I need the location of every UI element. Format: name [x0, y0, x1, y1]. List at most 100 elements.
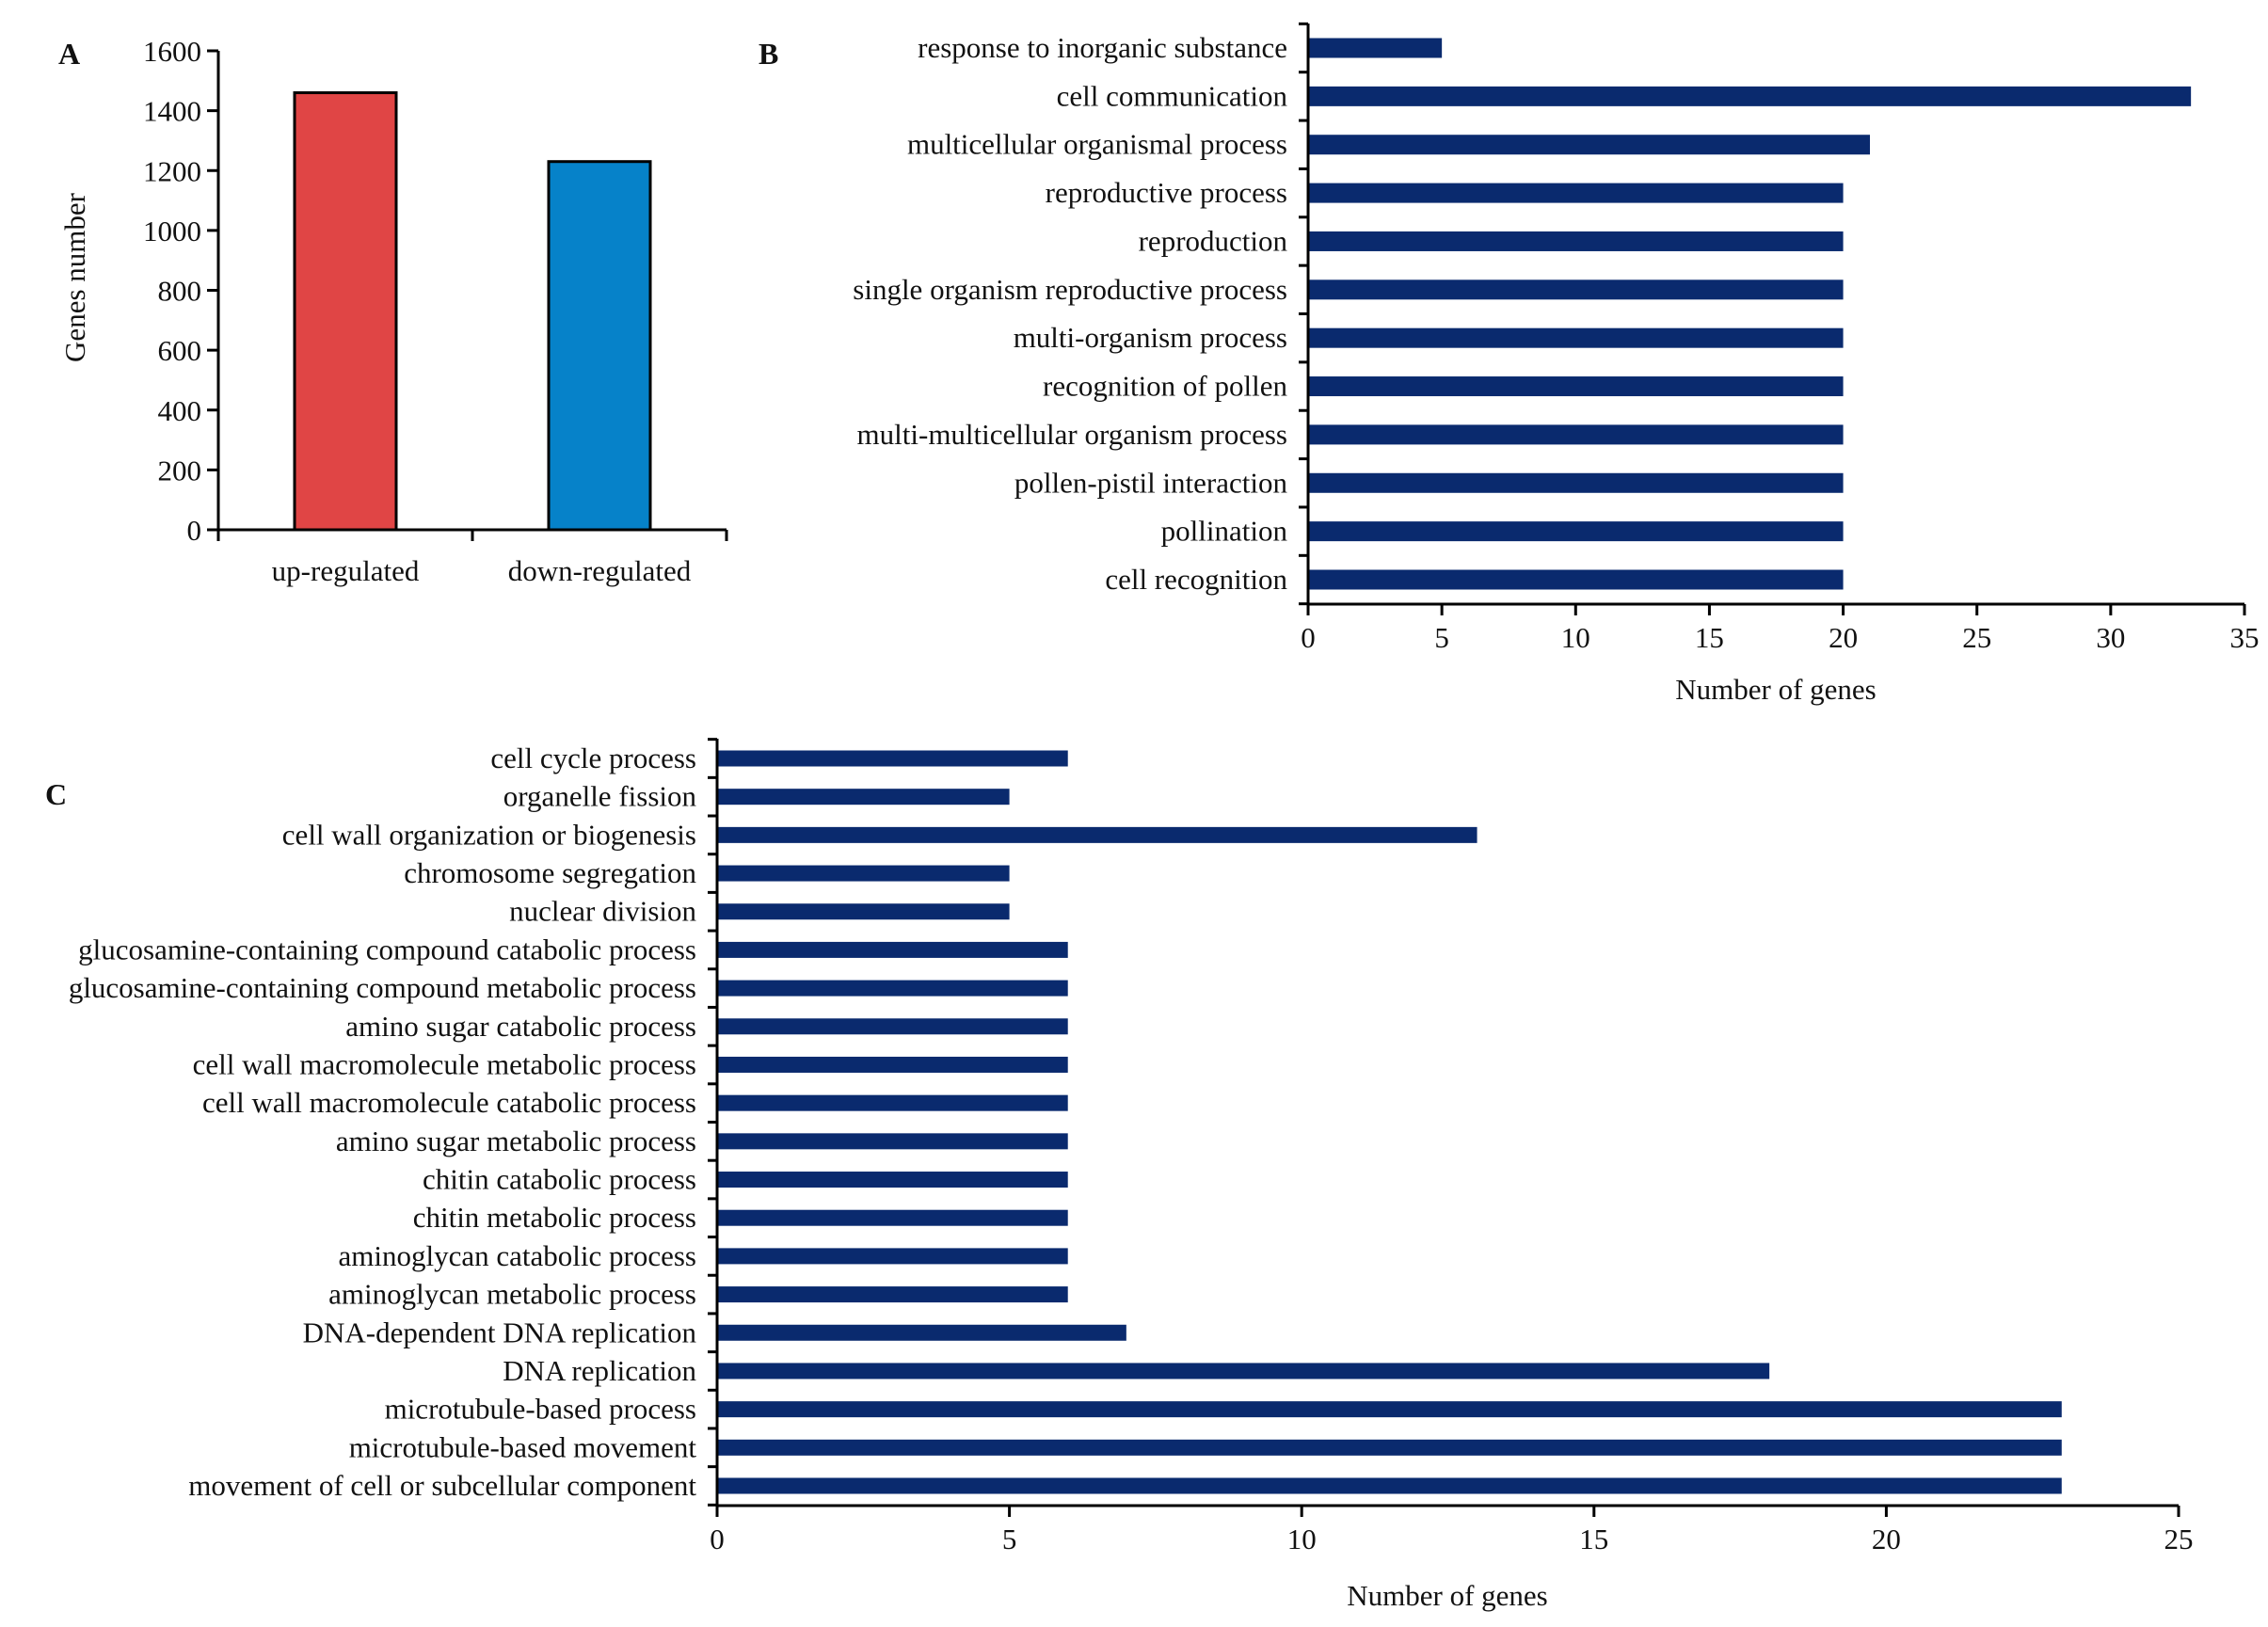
panel-b-category-label: cell communication: [1057, 79, 1288, 112]
panel-c-category-label: glucosamine-containing compound cataboli…: [78, 933, 696, 965]
panel-b-bars: [1308, 38, 2192, 590]
panel-c-bar: [717, 1172, 1068, 1188]
panel-c-category-label: amino sugar metabolic process: [336, 1125, 696, 1157]
panel-b-x-tick-label: 20: [1829, 621, 1858, 654]
panel-a-y-tick-label: 200: [158, 454, 202, 487]
panel-c-bar: [717, 1248, 1068, 1265]
panel-b-category-label: recognition of pollen: [1043, 370, 1287, 403]
panel-c-bar: [717, 1324, 1126, 1341]
panel-a-bars: [293, 91, 652, 532]
panel-c-category-labels: cell cycle process organelle fission cell …: [69, 742, 697, 1502]
panel-c-bar: [717, 826, 1477, 843]
panel-a-y-tick-label: 800: [158, 275, 202, 308]
panel-a-category-labels: up-regulated down-regulated: [272, 554, 692, 587]
panel-c-category-label: chitin catabolic process: [423, 1163, 696, 1196]
panel-b-bar: [1308, 86, 2192, 106]
panel-c-category-label: nuclear division: [509, 895, 696, 928]
panel-c-bar: [717, 1477, 2062, 1494]
panel-b-category-label: single organism reproductive process: [853, 273, 1287, 306]
panel-c-bar: [717, 1209, 1068, 1226]
panel-b-category-label: reproduction: [1139, 224, 1288, 257]
panel-c-category-label: DNA-dependent DNA replication: [303, 1316, 697, 1348]
panel-c-bar: [717, 750, 1068, 767]
panel-b-category-label: reproductive process: [1046, 176, 1287, 209]
panel-a-y-tick-label: 1000: [143, 215, 201, 247]
panel-c-bar: [717, 941, 1068, 958]
panel-b-category-ticks: [1299, 22, 1308, 606]
panel-a-y-tick-label: 1600: [143, 35, 201, 68]
panel-b-bar: [1308, 569, 1844, 590]
panel-c-bar: [717, 1056, 1068, 1073]
panel-a-y-tick-label: 0: [187, 514, 202, 547]
panel-a-bar: [547, 160, 652, 532]
panel-c-bar: [717, 980, 1068, 997]
panel-b-x-tick-label: 25: [1962, 621, 1991, 654]
panel-c-bar: [717, 903, 1010, 920]
panel-c-bars: [717, 750, 2062, 1494]
panel-b-category-label: pollen-pistil interaction: [1014, 466, 1288, 499]
panel-b-category-label: multi-multicellular organism process: [857, 418, 1287, 451]
panel-b-x-tick-label: 0: [1301, 621, 1316, 654]
panel-b-bar: [1308, 231, 1844, 251]
panel-b-category-label: multicellular organismal process: [907, 128, 1287, 161]
panel-c-bar: [717, 1133, 1068, 1150]
panel-c-category-label: microtubule-based process: [385, 1393, 696, 1426]
panel-a-category-label: up-regulated: [272, 554, 420, 587]
panel-b-x-tick-label: 5: [1434, 621, 1449, 654]
panel-c-category-label: movement of cell or subcellular componen…: [188, 1469, 696, 1502]
panel-b-category-label: cell recognition: [1105, 563, 1287, 596]
panel-b-bar: [1308, 521, 1844, 542]
panel-c-bar: [717, 1018, 1068, 1035]
panel-c-category-label: glucosamine-containing compound metaboli…: [69, 971, 696, 1004]
panel-c-category-label: microtubule-based movement: [349, 1430, 697, 1463]
panel-b-x-ticks: 0 5 10 15 20 25 30 35: [1301, 604, 2260, 654]
panel-c-bar: [717, 865, 1010, 882]
panel-b-x-tick-label: 15: [1695, 621, 1724, 654]
panel-a-y-axis-title: Genes number: [58, 192, 91, 362]
panel-c-category-label: cell wall organization or biogenesis: [282, 818, 696, 851]
panel-c-category-label: DNA replication: [503, 1354, 696, 1387]
panel-c-bar: [717, 1094, 1068, 1111]
panel-b-bar: [1308, 327, 1844, 348]
panel-c-category-label: aminoglycan catabolic process: [339, 1239, 696, 1272]
panel-b-x-axis-title: Number of genes: [1675, 673, 1877, 706]
panel-c-bar: [717, 1439, 2062, 1456]
panel-c-category-label: cell wall macromolecule metabolic proces…: [193, 1047, 696, 1080]
panel-c-bar: [717, 1401, 2062, 1418]
panel-a-y-tick-label: 600: [158, 334, 202, 367]
panel-c-category-label: chitin metabolic process: [413, 1201, 696, 1234]
panel-b-category-label: response to inorganic substance: [918, 31, 1287, 64]
panel-c-x-tick-label: 0: [710, 1523, 725, 1555]
panel-a-bar: [293, 91, 398, 532]
panel-b-category-labels: response to inorganic substance cell comm…: [853, 31, 1287, 596]
panel-b-bar: [1308, 38, 1443, 58]
panel-c-category-label: amino sugar catabolic process: [345, 1010, 696, 1043]
panel-a-y-tick-label: 1400: [143, 95, 201, 128]
panel-c-category-label: cell cycle process: [490, 742, 696, 774]
panel-b-chart: B response to inorganic substance cell co…: [759, 22, 2260, 706]
panel-b-letter: B: [759, 37, 778, 71]
panel-b-x-tick-label: 10: [1561, 621, 1590, 654]
panel-b-bar: [1308, 472, 1844, 493]
panel-b-bar: [1308, 424, 1844, 445]
panel-a-y-tick-label: 1200: [143, 154, 201, 187]
panel-c-category-label: chromosome segregation: [404, 856, 696, 889]
panel-c-bar: [717, 1286, 1068, 1303]
panel-b-bar: [1308, 376, 1844, 397]
panel-a-y-ticks: 0 200 400 600 800 1000 1200 1400 1600: [143, 35, 218, 547]
panel-a-y-tick-label: 400: [158, 394, 202, 427]
panel-c-x-tick-label: 10: [1287, 1523, 1317, 1555]
panel-a-letter: A: [58, 37, 80, 71]
panel-c-x-tick-label: 5: [1002, 1523, 1017, 1555]
panel-c-category-label: aminoglycan metabolic process: [328, 1278, 696, 1311]
panel-c-category-label: organelle fission: [503, 780, 697, 813]
panel-c-x-tick-label: 25: [2164, 1523, 2194, 1555]
panel-c-x-ticks: 0 5 10 15 20 25: [710, 1506, 2194, 1555]
panel-c-x-tick-label: 20: [1872, 1523, 1901, 1555]
panel-c-x-tick-label: 15: [1579, 1523, 1608, 1555]
panel-b-x-tick-label: 30: [2096, 621, 2125, 654]
panel-c-bar: [717, 1363, 1770, 1380]
panel-b-bar: [1308, 183, 1844, 203]
